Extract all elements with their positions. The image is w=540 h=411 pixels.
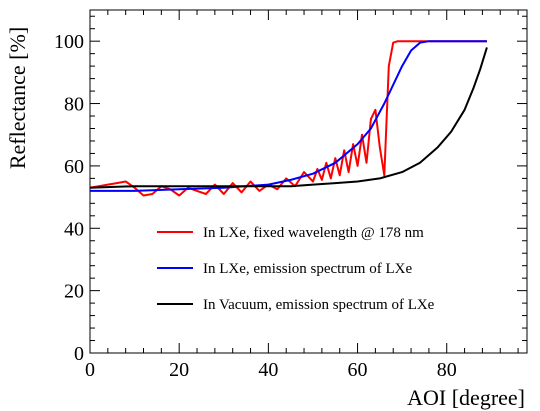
legend: In LXe, fixed wavelength @ 178 nm In LXe,… xyxy=(157,225,435,313)
y-tick-label: 100 xyxy=(54,31,84,53)
series-line-1 xyxy=(90,41,487,195)
x-axis-label: AOI [degree] xyxy=(407,385,525,410)
y-axis-label: Reflectance [%] xyxy=(5,27,30,169)
series-line-2 xyxy=(90,41,487,191)
y-tick-label: 20 xyxy=(64,281,84,303)
legend-label: In Vacuum, emission spectrum of LXe xyxy=(203,297,435,313)
series-line-3 xyxy=(90,47,487,187)
x-tick-label: 80 xyxy=(437,359,457,381)
y-tick-label: 0 xyxy=(74,343,84,365)
y-tick-label: 40 xyxy=(64,218,84,240)
y-tick-label: 80 xyxy=(64,94,84,116)
y-tick-label: 60 xyxy=(64,156,84,178)
legend-label: In LXe, fixed wavelength @ 178 nm xyxy=(203,225,424,241)
tick-labels: 0 20 40 60 80 0 20 40 60 80 100 xyxy=(54,31,457,381)
legend-label: In LXe, emission spectrum of LXe xyxy=(203,261,412,277)
series-group xyxy=(90,41,487,195)
x-tick-label: 20 xyxy=(169,359,189,381)
x-tick-label: 0 xyxy=(85,359,95,381)
x-tick-label: 60 xyxy=(348,359,368,381)
x-tick-label: 40 xyxy=(258,359,278,381)
